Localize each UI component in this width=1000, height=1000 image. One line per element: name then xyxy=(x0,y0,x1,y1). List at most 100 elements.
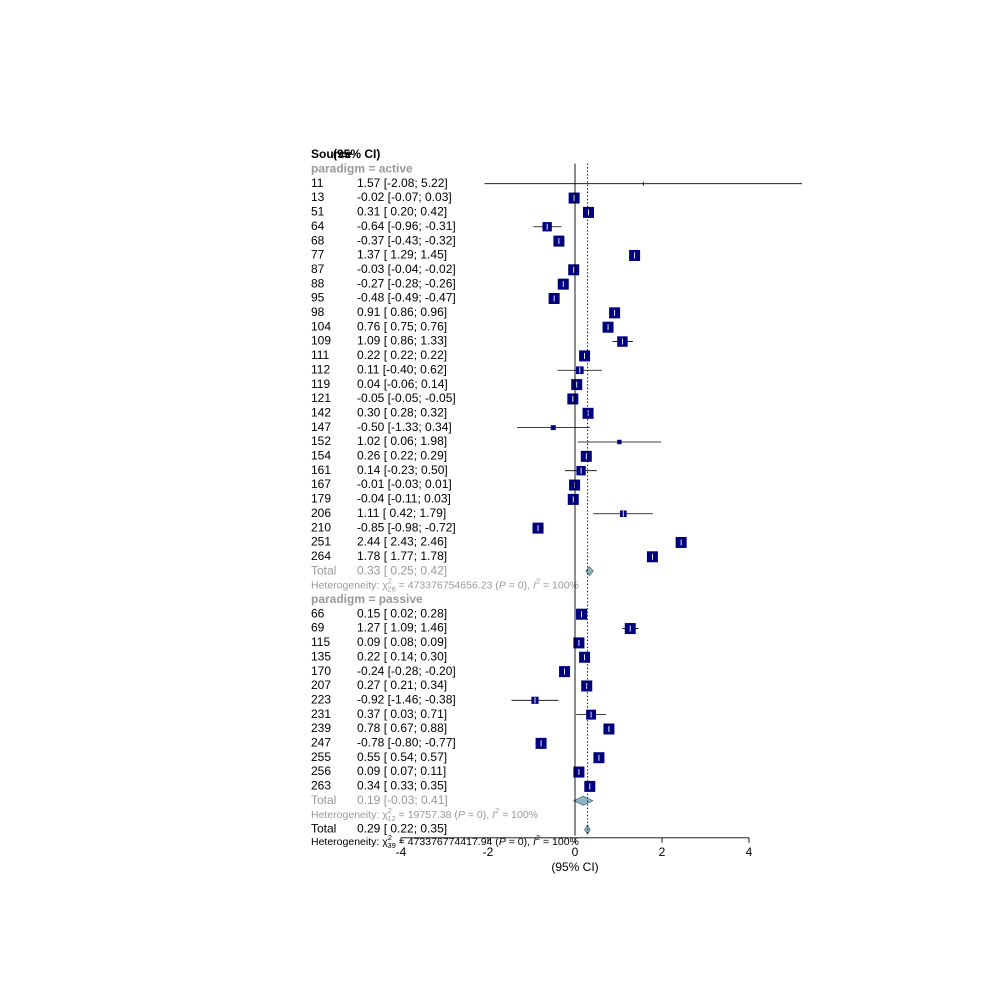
study-ci-text: -0.37 [-0.43; -0.32] xyxy=(357,233,456,247)
study-id: 11 xyxy=(311,176,324,190)
study-id: 111 xyxy=(311,348,330,362)
group-label: paradigm = active xyxy=(311,162,413,176)
study-ci-text: 0.27 [ 0.21; 0.34] xyxy=(357,678,447,692)
study-id: 88 xyxy=(311,276,325,290)
study-ci-text: 0.37 [ 0.03; 0.71] xyxy=(357,707,447,721)
subtotal-label: Total xyxy=(311,563,336,577)
study-ci-text: -0.04 [-0.11; 0.03] xyxy=(357,492,451,506)
study-ci-text: 0.09 [ 0.08; 0.09] xyxy=(357,635,447,649)
study-ci-text: 0.76 [ 0.75; 0.76] xyxy=(357,319,447,333)
x-tick-label: -2 xyxy=(483,845,494,859)
study-ci-text: 2.44 [ 2.43; 2.46] xyxy=(357,535,447,549)
study-ci-text: 0.14 [-0.23; 0.50] xyxy=(357,463,448,477)
subtotal-ci-text: 0.33 [ 0.25; 0.42] xyxy=(357,563,447,577)
overall-total-ci-text: 0.29 [ 0.22; 0.35] xyxy=(357,822,447,836)
header-source: Source xyxy=(311,147,352,161)
study-ci-text: -0.05 [-0.05; -0.05] xyxy=(357,391,456,405)
study-ci-text: 1.11 [ 0.42; 1.79] xyxy=(357,506,446,520)
study-id: 256 xyxy=(311,764,331,778)
study-id: 251 xyxy=(311,535,331,549)
subtotal-label: Total xyxy=(311,793,336,807)
study-id: 142 xyxy=(311,405,331,419)
subgroup-heterogeneity: Heterogeneity: χ2 26 = 473376754656.23 (P… xyxy=(311,576,579,593)
study-ci-text: -0.01 [-0.03; 0.01] xyxy=(357,477,452,491)
study-ci-text: -0.50 [-1.33; 0.34] xyxy=(357,420,452,434)
study-ci-text: 0.04 [-0.06; 0.14] xyxy=(357,377,448,391)
study-ci-text: 0.91 [ 0.86; 0.96] xyxy=(357,305,447,319)
study-ci-text: -0.78 [-0.80; -0.77] xyxy=(357,736,456,750)
study-id: 206 xyxy=(311,506,331,520)
study-id: 167 xyxy=(311,477,331,491)
study-ci-text: 0.31 [ 0.20; 0.42] xyxy=(357,205,447,219)
study-id: 161 xyxy=(311,463,331,477)
study-id: 135 xyxy=(311,649,331,663)
study-ci-text: 0.55 [ 0.54; 0.57] xyxy=(357,750,447,764)
subtotal-diamond xyxy=(585,566,594,577)
study-id: 170 xyxy=(311,664,331,678)
x-tick-label: -4 xyxy=(396,845,407,859)
study-id: 98 xyxy=(311,305,325,319)
study-id: 115 xyxy=(311,635,330,649)
study-ci-text: 0.30 [ 0.28; 0.32] xyxy=(357,405,447,419)
subtotal-ci-text: 0.19 [-0.03; 0.41] xyxy=(357,793,448,807)
study-ci-text: 0.11 [-0.40; 0.62] xyxy=(357,362,447,376)
study-ci-text: 0.34 [ 0.33; 0.35] xyxy=(357,779,447,793)
study-ci-text: 0.09 [ 0.07; 0.11] xyxy=(357,764,446,778)
study-ci-text: 0.26 [ 0.22; 0.29] xyxy=(357,449,447,463)
subgroup-heterogeneity: Heterogeneity: χ2 12 = 19757.38 (P = 0), … xyxy=(311,806,538,823)
study-id: 112 xyxy=(311,362,330,376)
header-ci: (95% CI) xyxy=(333,147,380,161)
study-id: 68 xyxy=(311,233,325,247)
study-ci-text: 0.78 [ 0.67; 0.88] xyxy=(357,721,447,735)
study-id: 104 xyxy=(311,319,331,333)
study-id: 255 xyxy=(311,750,331,764)
study-ci-text: 0.15 [ 0.02; 0.28] xyxy=(357,606,447,620)
study-ci-text: 1.27 [ 1.09; 1.46] xyxy=(357,621,447,635)
study-id: 210 xyxy=(311,520,331,534)
study-id: 95 xyxy=(311,291,325,305)
study-ci-text: -0.02 [-0.07; 0.03] xyxy=(357,190,452,204)
study-id: 223 xyxy=(311,692,331,706)
study-ci-text: -0.64 [-0.96; -0.31] xyxy=(357,219,456,233)
study-ci-text: -0.24 [-0.28; -0.20] xyxy=(357,664,456,678)
x-tick-label: 2 xyxy=(659,845,666,859)
study-ci-text: 0.22 [ 0.22; 0.22] xyxy=(357,348,447,362)
study-id: 239 xyxy=(311,721,331,735)
study-id: 247 xyxy=(311,736,331,750)
study-ci-text: -0.48 [-0.49; -0.47] xyxy=(357,291,456,305)
study-id: 179 xyxy=(311,492,331,506)
study-id: 152 xyxy=(311,434,331,448)
study-id: 154 xyxy=(311,449,331,463)
study-ci-text: 1.37 [ 1.29; 1.45] xyxy=(357,248,447,262)
study-id: 231 xyxy=(311,707,331,721)
study-id: 263 xyxy=(311,779,331,793)
study-id: 77 xyxy=(311,248,325,262)
subtotal-diamond xyxy=(572,795,594,806)
study-id: 207 xyxy=(311,678,331,692)
group-label: paradigm = passive xyxy=(311,592,423,606)
study-ci-text: 1.09 [ 0.86; 1.33] xyxy=(357,334,447,348)
study-id: 264 xyxy=(311,549,331,563)
x-tick-label: 0 xyxy=(572,845,579,859)
study-ci-text: 1.57 [-2.08; 5.22] xyxy=(357,176,448,190)
study-id: 69 xyxy=(311,621,325,635)
study-id: 51 xyxy=(311,205,325,219)
x-axis-label: (95% CI) xyxy=(551,860,598,874)
study-ci-text: -0.92 [-1.46; -0.38] xyxy=(357,692,456,706)
study-id: 13 xyxy=(311,190,325,204)
study-ci-text: -0.27 [-0.28; -0.26] xyxy=(357,276,456,290)
study-id: 121 xyxy=(311,391,331,405)
study-id: 119 xyxy=(311,377,330,391)
study-id: 64 xyxy=(311,219,325,233)
study-id: 109 xyxy=(311,334,331,348)
study-ci-text: 1.02 [ 0.06; 1.98] xyxy=(357,434,447,448)
study-id: 147 xyxy=(311,420,331,434)
overall-total-label: Total xyxy=(311,822,336,836)
study-ci-text: -0.03 [-0.04; -0.02] xyxy=(357,262,456,276)
study-ci-text: -0.85 [-0.98; -0.72] xyxy=(357,520,456,534)
x-tick-label: 4 xyxy=(746,845,753,859)
study-id: 66 xyxy=(311,606,325,620)
study-ci-text: 0.22 [ 0.14; 0.30] xyxy=(357,649,447,663)
study-ci-text: 1.78 [ 1.77; 1.78] xyxy=(357,549,447,563)
